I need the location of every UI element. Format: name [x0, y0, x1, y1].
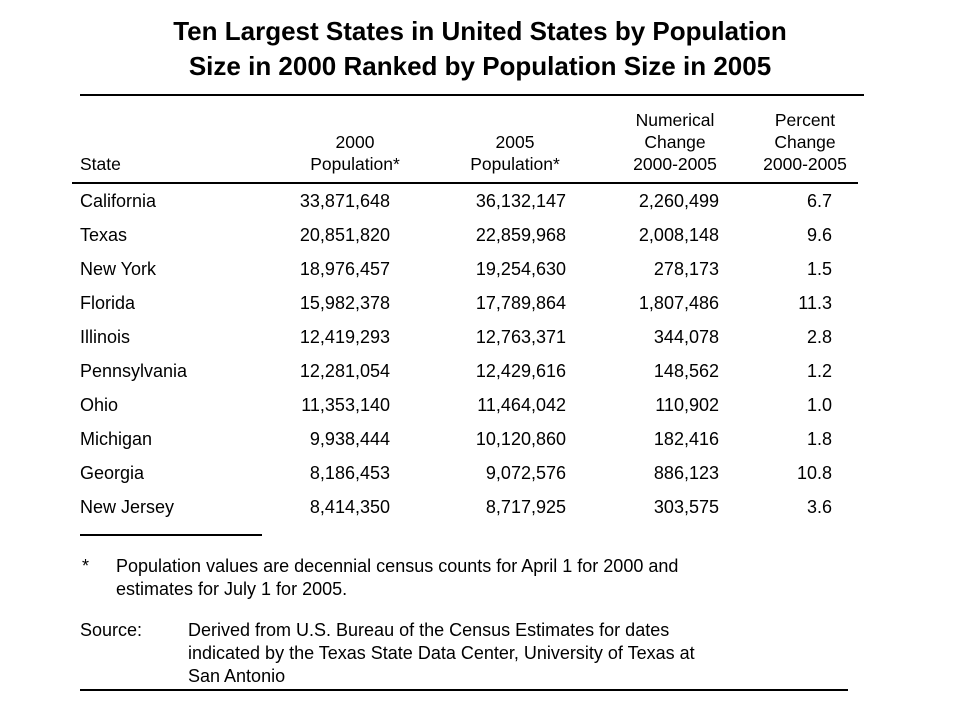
- header-numchange-line-2: Change: [644, 132, 706, 152]
- pop2000-cell: 12,419,293: [299, 327, 390, 347]
- pop2000-cell: 9,938,444: [309, 429, 390, 449]
- pctchange-cell: 11.3: [798, 293, 832, 313]
- header-pop2005: 2005 Population*: [430, 131, 600, 175]
- header-pop2005-line-2: Population*: [470, 154, 560, 174]
- pctchange-cell: 1.0: [806, 395, 832, 415]
- pctchange-cell: 2.8: [806, 327, 832, 347]
- numchange-cell: 278,173: [653, 259, 719, 279]
- bottom-rule: [80, 689, 848, 691]
- header-pop2005-line-1: 2005: [495, 132, 535, 152]
- page-title: Ten Largest States in United States by P…: [60, 14, 900, 84]
- state-cell: Michigan: [80, 429, 153, 449]
- footnote-line-2: estimates for July 1 for 2005.: [116, 579, 348, 599]
- pop2005-cell: 8,717,925: [485, 497, 566, 517]
- header-pctchange-line-3: 2000-2005: [763, 154, 847, 174]
- header-pctchange-line-1: Percent: [774, 110, 836, 130]
- pctchange-cell: 9.6: [806, 225, 832, 245]
- pop2005-cell: 17,789,864: [475, 293, 566, 313]
- pctchange-cell: 6.7: [806, 191, 832, 211]
- pop2005-cell: 12,429,616: [475, 361, 566, 381]
- pop2000-cell: 15,982,378: [299, 293, 390, 313]
- pop2005-cell: 10,120,860: [475, 429, 566, 449]
- state-cell: New York: [80, 259, 157, 279]
- numchange-cell: 303,575: [653, 497, 719, 517]
- pop2005-cell: 22,859,968: [475, 225, 566, 245]
- source-line-1: Derived from U.S. Bureau of the Census E…: [188, 620, 670, 640]
- pctchange-cell: 10.8: [796, 463, 832, 483]
- state-cell: Illinois: [80, 327, 131, 347]
- source-label: Source:: [80, 620, 143, 640]
- pop2000-cell: 8,414,350: [309, 497, 390, 517]
- pop2000-cell: 33,871,648: [299, 191, 390, 211]
- pop2000-cell: 18,976,457: [299, 259, 390, 279]
- state-cell: California: [80, 191, 157, 211]
- top-rule: [80, 94, 864, 96]
- header-numchange-line-1: Numerical: [635, 110, 715, 130]
- numchange-cell: 344,078: [653, 327, 719, 347]
- state-cell: Florida: [80, 293, 136, 313]
- header-numchange-line-3: 2000-2005: [633, 154, 717, 174]
- numchange-cell: 2,260,499: [638, 191, 719, 211]
- pop2000-cell: 11,353,140: [301, 395, 390, 415]
- numchange-cell: 148,562: [653, 361, 719, 381]
- state-cell: Georgia: [80, 463, 145, 483]
- footnote-separator: [80, 534, 262, 536]
- numchange-cell: 1,807,486: [638, 293, 719, 313]
- state-cell: Pennsylvania: [80, 361, 188, 381]
- pctchange-cell: 1.8: [806, 429, 832, 449]
- header-state: State: [80, 154, 121, 174]
- pop2005-cell: 9,072,576: [485, 463, 566, 483]
- header-pop2000: 2000 Population*: [270, 131, 440, 175]
- numchange-cell: 110,902: [655, 395, 719, 415]
- state-cell: New Jersey: [80, 497, 175, 517]
- header-pop2000-line-2: Population*: [310, 154, 400, 174]
- source-line-2: indicated by the Texas State Data Center…: [188, 643, 695, 663]
- pop2005-cell: 19,254,630: [475, 259, 566, 279]
- numchange-cell: 886,123: [653, 463, 719, 483]
- header-numerical-change: Numerical Change 2000-2005: [590, 109, 760, 175]
- source-line-3: San Antonio: [188, 666, 286, 686]
- numchange-cell: 2,008,148: [638, 225, 719, 245]
- footnote-line-1: Population values are decennial census c…: [116, 556, 679, 576]
- footnote-marker: *: [82, 556, 90, 576]
- state-cell: Texas: [80, 225, 128, 245]
- title-line-2: Size in 2000 Ranked by Population Size i…: [188, 51, 772, 81]
- pctchange-cell: 3.6: [806, 497, 832, 517]
- pop2005-cell: 36,132,147: [475, 191, 566, 211]
- pop2005-cell: 12,763,371: [475, 327, 566, 347]
- header-percent-change: Percent Change 2000-2005: [730, 109, 880, 175]
- pctchange-cell: 1.2: [806, 361, 832, 381]
- header-rule: [72, 182, 858, 184]
- pop2005-cell: 11,464,042: [477, 395, 566, 415]
- numchange-cell: 182,416: [653, 429, 719, 449]
- title-line-1: Ten Largest States in United States by P…: [173, 16, 787, 46]
- pop2000-cell: 8,186,453: [309, 463, 390, 483]
- pop2000-cell: 20,851,820: [299, 225, 390, 245]
- header-pctchange-line-2: Change: [774, 132, 836, 152]
- state-cell: Ohio: [80, 395, 119, 415]
- pop2000-cell: 12,281,054: [299, 361, 390, 381]
- pctchange-cell: 1.5: [806, 259, 832, 279]
- header-pop2000-line-1: 2000: [335, 132, 375, 152]
